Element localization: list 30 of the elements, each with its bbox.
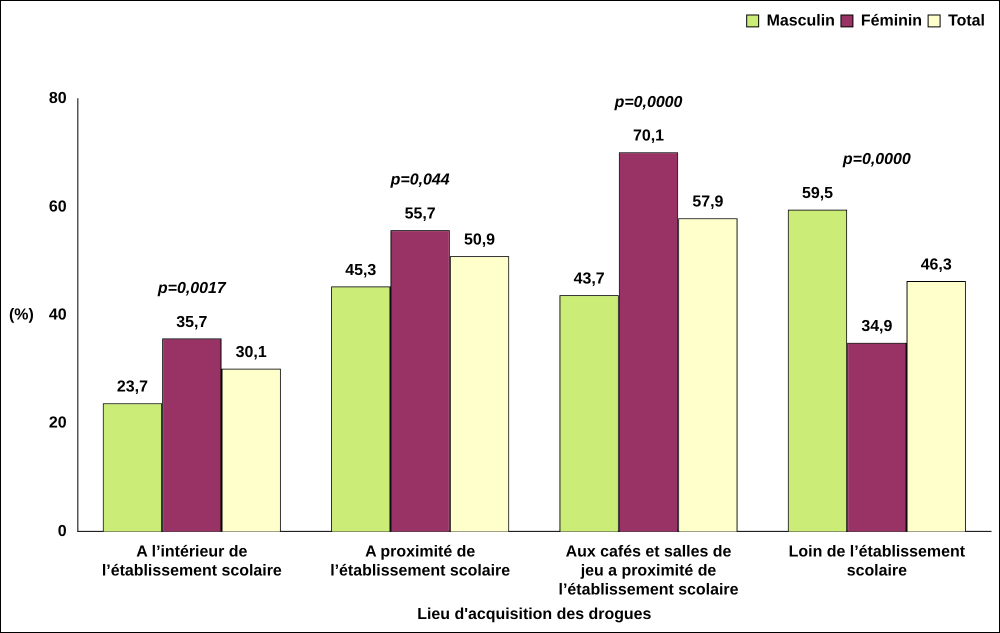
annotation: p=0,0017 — [156, 280, 227, 297]
x-tick-label: Aux cafés et salles de jeu a proximité de l’établissement scolaire — [558, 543, 739, 599]
y-tick-label: 60 — [48, 198, 67, 216]
y-axis-title: (%) — [8, 306, 34, 324]
data-label: 30,1 — [236, 344, 267, 362]
data-label: 45,3 — [345, 262, 376, 279]
y-tick-label: 40 — [48, 306, 67, 324]
annotation: p=0,0000 — [614, 94, 683, 111]
legend-label: Total — [948, 12, 985, 30]
x-tick-label: Loin de l’établissement scolaire — [788, 543, 966, 580]
data-label: 57,9 — [692, 194, 724, 211]
annotation: p=0,0000 — [842, 151, 911, 168]
data-label: 46,3 — [920, 256, 952, 274]
x-tick-label: A l’intérieur de l’établissement scolaire — [102, 543, 282, 580]
data-label: 34,9 — [861, 318, 892, 336]
y-tick-label: 80 — [48, 90, 67, 108]
data-label: 43,7 — [574, 270, 605, 288]
x-tick-label: A proximité de l’établissement scolaire — [330, 543, 510, 580]
data-label: 59,5 — [802, 185, 834, 202]
legend-label: Masculin — [766, 12, 835, 30]
y-tick-label: 20 — [48, 414, 67, 432]
x-axis-title: Lieu d'acquisition des drogues — [417, 606, 652, 623]
data-label: 70,1 — [632, 128, 664, 145]
data-label: 23,7 — [116, 378, 148, 396]
data-label: 50,9 — [464, 232, 496, 249]
legend-label: Féminin — [860, 12, 922, 30]
data-label: 55,7 — [404, 206, 436, 223]
annotation: p=0,044 — [390, 172, 450, 189]
data-label: 35,7 — [176, 314, 208, 331]
y-tick-label: 0 — [58, 522, 67, 540]
